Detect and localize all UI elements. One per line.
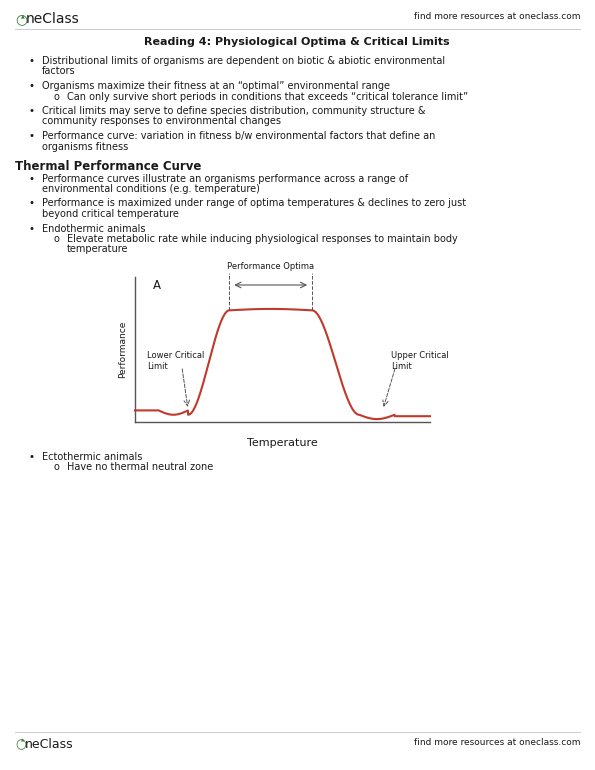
Text: Temperature: Temperature xyxy=(247,438,318,448)
Text: ○: ○ xyxy=(15,738,26,751)
Text: ▲: ▲ xyxy=(20,739,24,743)
Text: Distributional limits of organisms are dependent on biotic & abiotic environment: Distributional limits of organisms are d… xyxy=(42,56,445,66)
Text: Have no thermal neutral zone: Have no thermal neutral zone xyxy=(67,463,213,473)
Text: Performance is maximized under range of optima temperatures & declines to zero j: Performance is maximized under range of … xyxy=(42,199,466,209)
Text: Upper Critical
Limit: Upper Critical Limit xyxy=(391,351,449,371)
Text: o: o xyxy=(54,234,60,244)
Text: •: • xyxy=(28,106,34,116)
Text: Performance Optima: Performance Optima xyxy=(227,262,314,271)
Text: A: A xyxy=(153,279,161,292)
Text: temperature: temperature xyxy=(67,245,129,255)
Text: Can only survive short periods in conditions that exceeds “critical tolerance li: Can only survive short periods in condit… xyxy=(67,92,468,102)
Text: factors: factors xyxy=(42,66,76,76)
Text: Reading 4: Physiological Optima & Critical Limits: Reading 4: Physiological Optima & Critic… xyxy=(144,37,450,47)
Text: •: • xyxy=(28,56,34,66)
Text: ▲: ▲ xyxy=(21,13,25,18)
Text: •: • xyxy=(28,81,34,91)
Text: environmental conditions (e.g. temperature): environmental conditions (e.g. temperatu… xyxy=(42,184,260,194)
Text: Endothermic animals: Endothermic animals xyxy=(42,223,146,233)
Text: o: o xyxy=(54,92,60,102)
Text: community responses to environmental changes: community responses to environmental cha… xyxy=(42,116,281,126)
Text: Lower Critical
Limit: Lower Critical Limit xyxy=(147,351,204,371)
Text: •: • xyxy=(28,173,34,183)
Text: Elevate metabolic rate while inducing physiological responses to maintain body: Elevate metabolic rate while inducing ph… xyxy=(67,234,458,244)
Text: •: • xyxy=(28,199,34,209)
Text: Performance curves illustrate an organisms performance across a range of: Performance curves illustrate an organis… xyxy=(42,173,408,183)
Text: •: • xyxy=(28,131,34,141)
Text: beyond critical temperature: beyond critical temperature xyxy=(42,209,179,219)
Text: Ectothermic animals: Ectothermic animals xyxy=(42,452,142,462)
Text: •: • xyxy=(28,452,34,462)
Text: •: • xyxy=(28,223,34,233)
Text: Thermal Performance Curve: Thermal Performance Curve xyxy=(15,160,201,173)
Text: ○: ○ xyxy=(15,12,27,26)
Text: neClass: neClass xyxy=(25,738,74,751)
Text: o: o xyxy=(54,463,60,473)
Text: Critical limits may serve to define species distribution, community structure &: Critical limits may serve to define spec… xyxy=(42,106,425,116)
Text: Organisms maximize their fitness at an “optimal” environmental range: Organisms maximize their fitness at an “… xyxy=(42,81,390,91)
Text: Performance curve: variation in fitness b/w environmental factors that define an: Performance curve: variation in fitness … xyxy=(42,131,436,141)
Text: organisms fitness: organisms fitness xyxy=(42,142,129,152)
Text: find more resources at oneclass.com: find more resources at oneclass.com xyxy=(414,12,580,21)
Text: neClass: neClass xyxy=(26,12,80,26)
Text: Performance: Performance xyxy=(118,321,127,378)
Text: find more resources at oneclass.com: find more resources at oneclass.com xyxy=(414,738,580,747)
